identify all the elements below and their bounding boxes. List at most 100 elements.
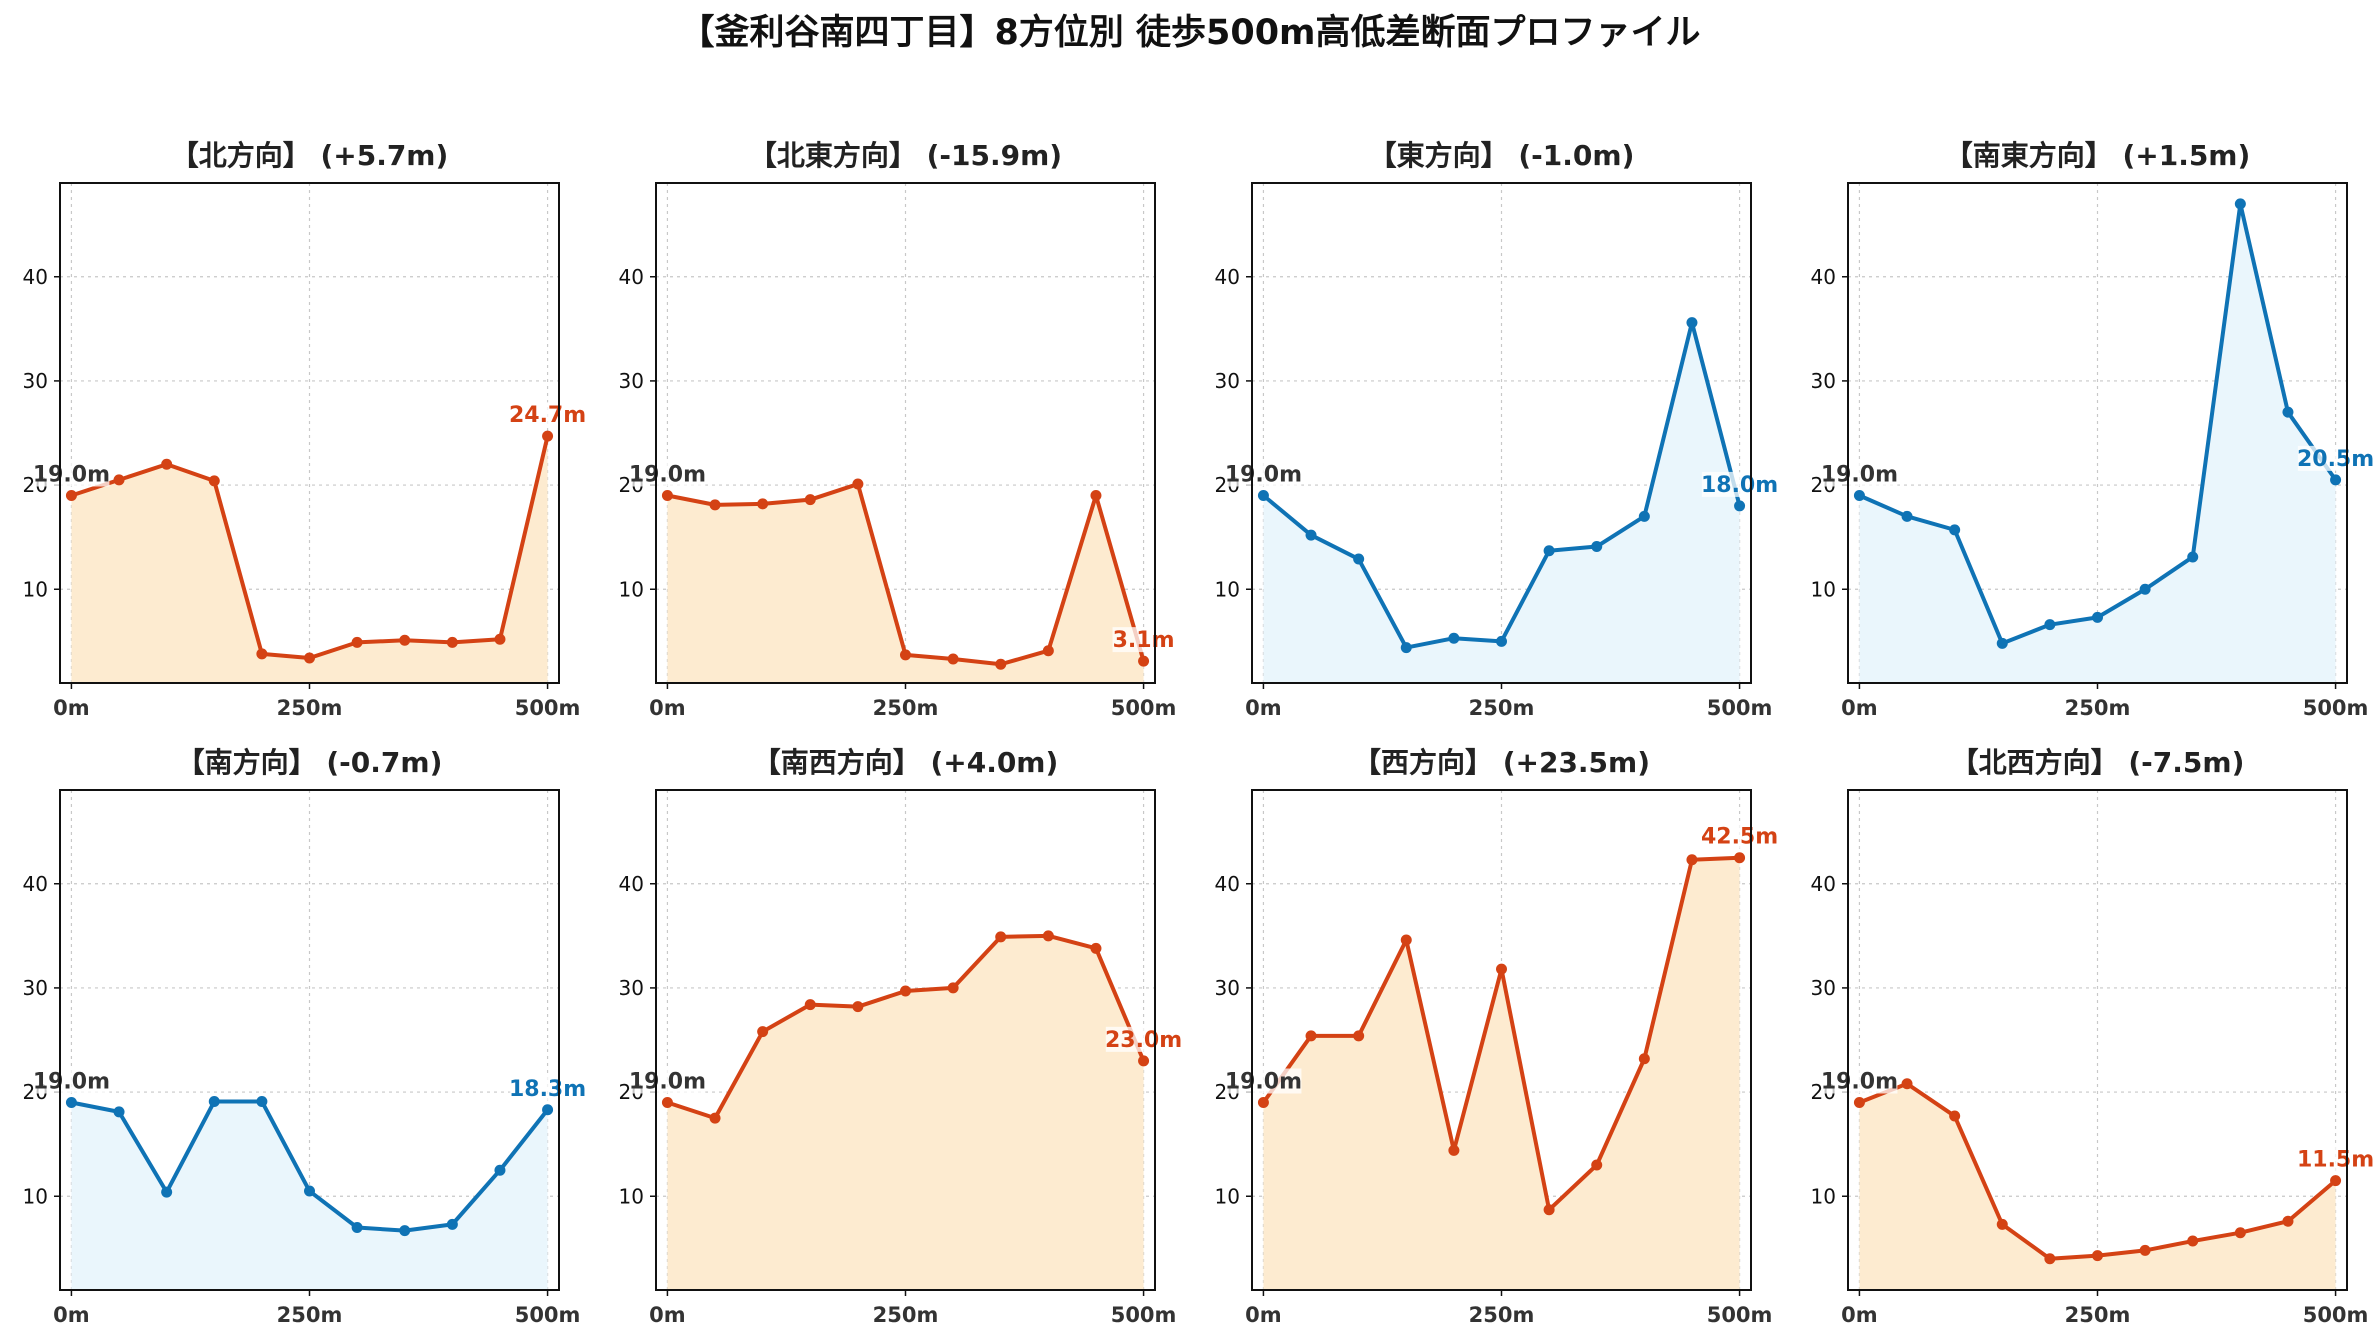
y-tick-label: 10 <box>1215 577 1240 601</box>
x-tick-label: 500m <box>515 696 581 720</box>
data-point <box>1042 930 1054 942</box>
data-point <box>1591 1159 1603 1171</box>
panel-title: 【北方向】 (+5.7m) <box>171 139 449 172</box>
data-point <box>1686 854 1698 866</box>
data-point <box>947 653 959 665</box>
data-point <box>1257 1097 1269 1108</box>
x-tick-label: 500m <box>1707 1303 1773 1327</box>
data-point <box>1400 934 1412 946</box>
data-point <box>1543 545 1555 557</box>
start-label-bg <box>33 1068 110 1094</box>
y-tick-label: 40 <box>23 872 48 896</box>
end-label: 24.7m <box>509 403 586 428</box>
panel-title: 【西方向】 (+23.5m) <box>1353 746 1650 779</box>
start-label: 19.0m <box>33 1070 110 1095</box>
start-label: 19.0m <box>33 463 110 488</box>
data-point <box>351 636 363 648</box>
x-tick-label: 0m <box>1245 696 1282 720</box>
x-tick-label: 250m <box>1469 696 1535 720</box>
end-label: 18.3m <box>509 1077 586 1102</box>
y-tick-label: 10 <box>23 577 48 601</box>
panel-title: 【東方向】 (-1.0m) <box>1369 139 1635 172</box>
x-tick-label: 0m <box>1245 1303 1282 1327</box>
data-point <box>1949 1110 1961 1122</box>
end-label-bg <box>509 1075 586 1101</box>
start-label: 19.0m <box>629 1070 706 1095</box>
data-point <box>161 1186 173 1198</box>
x-tick-label: 0m <box>53 696 90 720</box>
data-point <box>2330 474 2342 486</box>
data-point <box>1734 500 1746 512</box>
data-point <box>709 1112 721 1124</box>
area-fill <box>71 436 548 683</box>
y-tick-label: 30 <box>1215 976 1240 1000</box>
panel-3: 【南東方向】 (+1.5m)0m250m500m1020304019.0m20.… <box>1811 139 2375 720</box>
end-label-bg <box>1105 1026 1182 1052</box>
data-point <box>1305 529 1317 541</box>
data-point <box>1090 942 1102 954</box>
end-label: 3.1m <box>1113 628 1175 653</box>
data-point <box>1090 490 1102 501</box>
start-label-bg <box>629 461 706 487</box>
data-point <box>1257 490 1269 501</box>
x-tick-label: 250m <box>2065 1303 2131 1327</box>
start-label-bg <box>629 1068 706 1094</box>
data-point <box>2092 611 2103 623</box>
area-fill <box>1263 857 1740 1290</box>
area-fill <box>667 935 1144 1290</box>
y-tick-label: 30 <box>23 369 48 393</box>
y-tick-label: 10 <box>619 1184 644 1208</box>
data-point <box>1138 655 1150 667</box>
start-label-bg <box>33 461 110 487</box>
data-point <box>1853 1097 1865 1108</box>
y-tick-label: 40 <box>619 265 644 289</box>
data-point <box>161 458 173 470</box>
data-point <box>1496 635 1507 647</box>
data-point <box>542 430 554 442</box>
panel-title: 【南方向】 (-0.7m) <box>177 746 443 779</box>
data-point <box>1734 852 1746 864</box>
plot-frame <box>59 789 560 1291</box>
data-point <box>256 648 268 660</box>
data-point <box>1949 524 1961 536</box>
panel-5: 【南西方向】 (+4.0m)0m250m500m1020304019.0m23.… <box>619 746 1183 1327</box>
y-tick-label: 40 <box>619 872 644 896</box>
y-tick-label: 10 <box>619 577 644 601</box>
x-tick-label: 500m <box>1111 696 1177 720</box>
end-label-bg <box>2297 445 2374 471</box>
y-tick-label: 40 <box>1811 872 1836 896</box>
x-tick-label: 0m <box>1841 696 1878 720</box>
x-tick-label: 250m <box>277 696 343 720</box>
end-label: 11.5m <box>2297 1148 2374 1173</box>
x-tick-label: 500m <box>1707 696 1773 720</box>
y-tick-label: 40 <box>1811 265 1836 289</box>
end-label-bg <box>1701 471 1778 497</box>
plot-frame <box>655 789 1156 1291</box>
data-point <box>1901 510 1913 522</box>
data-point <box>2234 198 2246 210</box>
data-point <box>1042 645 1054 657</box>
data-point <box>1138 1055 1150 1067</box>
plot-frame <box>655 182 1156 684</box>
end-label: 42.5m <box>1701 825 1778 850</box>
data-point <box>2044 1253 2056 1265</box>
panels: 【北方向】 (+5.7m)0m250m500m1020304019.0m24.7… <box>23 139 2375 1327</box>
y-tick-label: 40 <box>23 265 48 289</box>
data-point <box>757 498 769 510</box>
data-point <box>1638 1053 1650 1065</box>
data-point <box>1591 541 1603 553</box>
data-point <box>542 1104 554 1116</box>
y-tick-label: 30 <box>1811 976 1836 1000</box>
data-point <box>494 633 506 645</box>
panel-7: 【北西方向】 (-7.5m)0m250m500m1020304019.0m11.… <box>1811 746 2375 1327</box>
start-label-bg <box>1821 1068 1898 1094</box>
data-point <box>1901 1078 1913 1090</box>
y-tick-label: 10 <box>1811 577 1836 601</box>
data-point <box>2187 1235 2199 1247</box>
y-tick-label: 30 <box>23 976 48 1000</box>
plot-frame <box>1251 789 1752 1291</box>
y-tick-label: 30 <box>619 369 644 393</box>
data-point <box>2282 1215 2294 1227</box>
plot-frame <box>1251 182 1752 684</box>
data-point <box>757 1026 769 1038</box>
